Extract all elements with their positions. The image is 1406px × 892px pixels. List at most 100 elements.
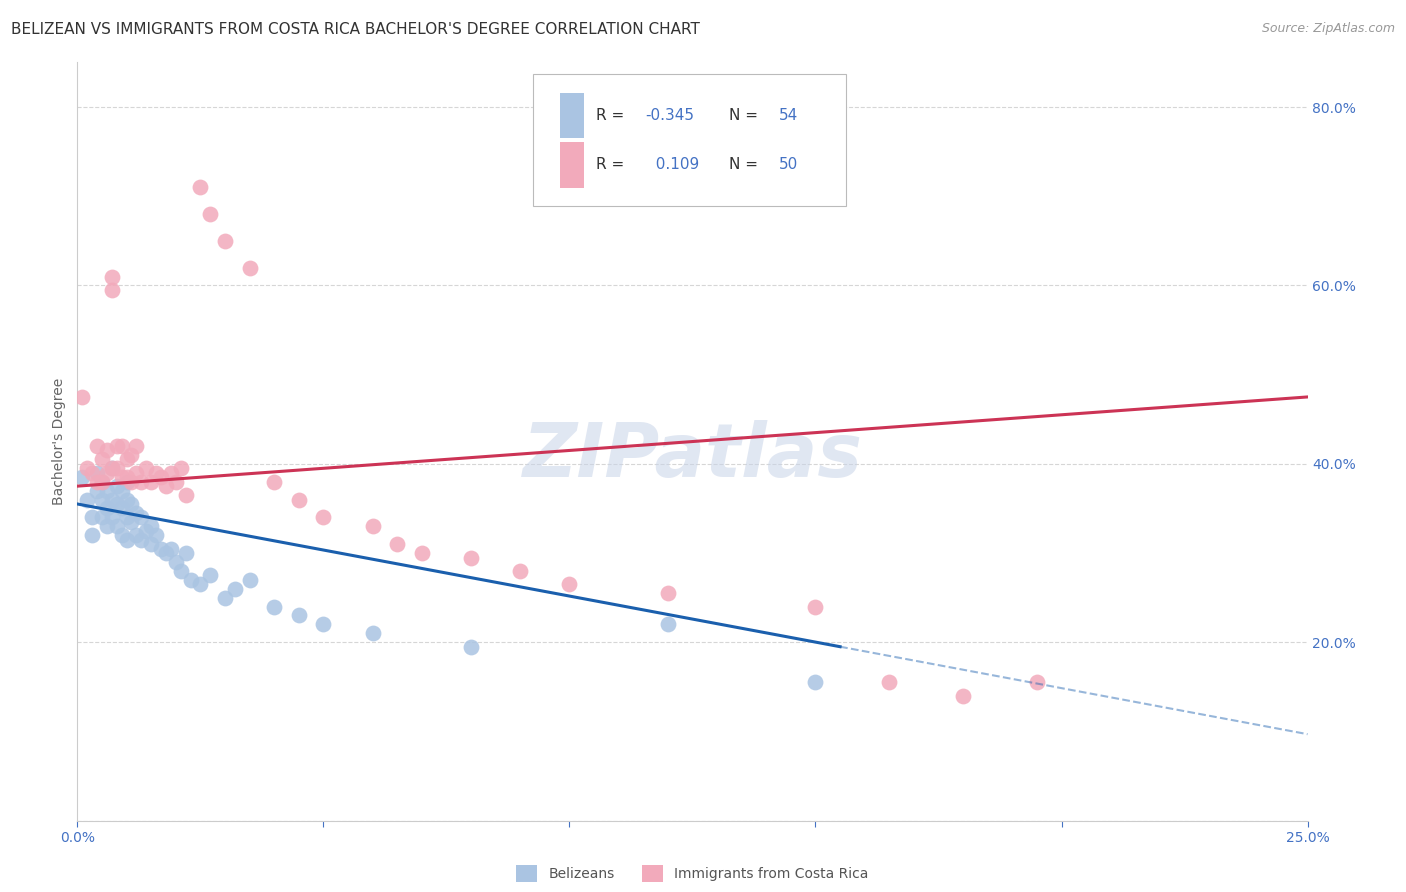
Point [214, 591, 236, 605]
Point [82, 510, 104, 524]
Point [115, 452, 138, 467]
Point [96, 466, 118, 480]
Point [150, 470, 173, 484]
Point [121, 497, 143, 511]
Point [288, 492, 311, 507]
Point [101, 461, 124, 475]
Point [86, 466, 108, 480]
Point [155, 546, 177, 560]
Point [657, 586, 679, 600]
Point [96, 483, 118, 498]
Point [101, 461, 124, 475]
Point [804, 599, 827, 614]
Point [135, 461, 157, 475]
Point [150, 541, 173, 556]
Text: 0.109: 0.109 [645, 157, 699, 172]
Point [115, 492, 138, 507]
Point [70, 470, 93, 484]
Point [160, 466, 183, 480]
Point [804, 675, 827, 690]
Point [165, 555, 187, 569]
Point [105, 479, 128, 493]
Point [239, 260, 262, 275]
Text: -0.345: -0.345 [645, 108, 695, 123]
Text: 54: 54 [779, 108, 797, 123]
Point [170, 564, 193, 578]
Point [90, 475, 114, 489]
Text: N =: N = [730, 108, 763, 123]
Point [160, 541, 183, 556]
Point [312, 510, 335, 524]
Point [76, 461, 98, 475]
Point [145, 528, 167, 542]
Point [129, 510, 153, 524]
Point [115, 475, 138, 489]
Point [214, 234, 236, 248]
Point [170, 461, 193, 475]
Point [115, 510, 138, 524]
Point [86, 483, 108, 498]
Point [105, 519, 128, 533]
FancyBboxPatch shape [560, 93, 585, 138]
Point [224, 582, 246, 596]
Point [657, 617, 679, 632]
Point [70, 390, 93, 404]
FancyBboxPatch shape [560, 142, 585, 187]
Point [200, 568, 222, 582]
Point [76, 492, 98, 507]
Text: ZIPatlas: ZIPatlas [523, 420, 862, 493]
Point [141, 519, 163, 533]
Point [460, 640, 482, 654]
Text: BELIZEAN VS IMMIGRANTS FROM COSTA RICA BACHELOR'S DEGREE CORRELATION CHART: BELIZEAN VS IMMIGRANTS FROM COSTA RICA B… [11, 22, 700, 37]
Point [558, 577, 581, 591]
Point [105, 461, 128, 475]
Point [129, 533, 153, 547]
Point [96, 519, 118, 533]
Point [509, 564, 531, 578]
Point [174, 546, 197, 560]
Point [90, 492, 114, 507]
FancyBboxPatch shape [533, 74, 846, 207]
Point [1026, 675, 1049, 690]
Point [96, 443, 118, 458]
Point [121, 448, 143, 462]
Point [180, 573, 202, 587]
Point [82, 466, 104, 480]
Point [90, 510, 114, 524]
Point [125, 466, 148, 480]
Point [105, 439, 128, 453]
Point [115, 470, 138, 484]
Point [105, 497, 128, 511]
Point [879, 675, 901, 690]
Point [90, 475, 114, 489]
Y-axis label: Bachelor's Degree: Bachelor's Degree [52, 378, 66, 505]
Point [239, 573, 262, 587]
Point [86, 439, 108, 453]
Point [165, 475, 187, 489]
Point [200, 207, 222, 221]
Point [263, 475, 285, 489]
Point [288, 608, 311, 623]
Point [141, 475, 163, 489]
Point [952, 689, 974, 703]
Point [111, 439, 132, 453]
Text: R =: R = [596, 108, 630, 123]
Point [101, 510, 124, 524]
Point [312, 617, 335, 632]
Point [188, 180, 212, 194]
Point [96, 501, 118, 516]
Point [385, 537, 409, 551]
Point [86, 475, 108, 489]
Point [121, 475, 143, 489]
Point [82, 528, 104, 542]
Point [460, 550, 482, 565]
Point [121, 515, 143, 529]
Point [135, 524, 157, 538]
Legend: Belizeans, Immigrants from Costa Rica: Belizeans, Immigrants from Costa Rica [516, 865, 869, 882]
Point [361, 626, 384, 640]
Point [141, 537, 163, 551]
Point [101, 283, 124, 297]
Point [155, 479, 177, 493]
Point [90, 452, 114, 467]
Point [101, 269, 124, 284]
